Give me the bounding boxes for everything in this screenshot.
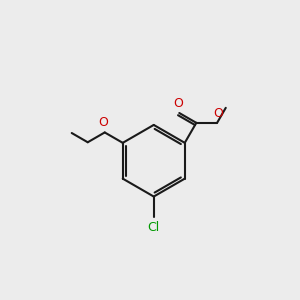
Text: O: O: [173, 97, 183, 110]
Text: Cl: Cl: [148, 221, 160, 234]
Text: O: O: [99, 116, 109, 129]
Text: O: O: [213, 106, 223, 120]
